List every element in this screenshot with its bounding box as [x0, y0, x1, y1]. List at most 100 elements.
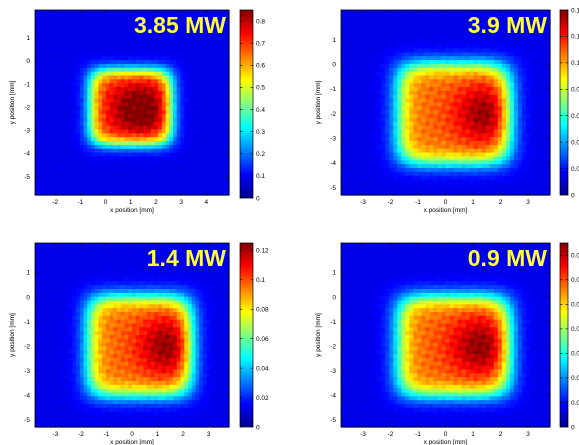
heatmap-cell [441, 56, 447, 61]
heatmap-cell [457, 67, 463, 73]
heatmap-cell [405, 40, 410, 46]
heatmap-cell [113, 133, 118, 138]
heatmap-cell [68, 83, 73, 88]
heatmap-cell [146, 102, 152, 107]
heatmap-cell [425, 56, 431, 61]
heatmap-cell [154, 90, 159, 96]
heatmap-cell [210, 175, 215, 181]
heatmap-cell [433, 71, 439, 77]
heatmap-cell [53, 87, 58, 92]
heatmap-cell [421, 175, 426, 181]
heatmap-cell [202, 98, 208, 104]
heatmap-cell [521, 33, 527, 38]
heatmap-cell [113, 141, 118, 146]
heatmap-cell [184, 117, 189, 123]
heatmap-cell [489, 83, 495, 88]
heatmap-cell [489, 137, 495, 142]
heatmap-cell [437, 148, 443, 154]
heatmap-cell [72, 125, 77, 131]
heatmap-cell [521, 44, 527, 50]
heatmap-cell [545, 83, 551, 88]
heatmap-cell [214, 125, 219, 131]
heatmap-cell [345, 10, 350, 15]
heatmap-cell [421, 171, 426, 177]
heatmap-cell [132, 79, 137, 84]
heatmap-cell [225, 125, 230, 131]
heatmap-cell [425, 17, 431, 23]
heatmap-cell [489, 160, 495, 165]
heatmap-cell [429, 137, 435, 142]
heatmap-cell [393, 121, 398, 127]
heatmap-cell [369, 25, 374, 30]
heatmap-cell [139, 36, 144, 42]
heatmap-cell [421, 25, 426, 30]
heatmap-cell [161, 191, 167, 196]
heatmap-cell [365, 164, 370, 169]
heatmap-cell [154, 60, 159, 65]
heatmap-cell [345, 60, 350, 65]
heatmap-cell [397, 48, 402, 53]
heatmap-cell [493, 164, 499, 169]
heatmap-cell [217, 121, 223, 127]
heatmap-cell [79, 117, 85, 123]
heatmap-cell [79, 102, 85, 107]
heatmap-cell [38, 83, 44, 88]
heatmap-cell [437, 133, 443, 138]
heatmap-cell [381, 171, 386, 177]
heatmap-cell [120, 71, 126, 77]
heatmap-cell [206, 133, 211, 138]
heatmap-cell [176, 148, 182, 154]
heatmap-cell [365, 187, 370, 192]
heatmap-cell [505, 90, 511, 96]
heatmap-cell [469, 60, 475, 65]
heatmap-cell [128, 21, 133, 27]
heatmap-cell [533, 125, 539, 131]
heatmap-cell [146, 175, 152, 181]
heatmap-cell [509, 44, 515, 50]
heatmap-cell [42, 29, 47, 34]
heatmap-cell [94, 179, 100, 185]
heatmap-cell [413, 114, 418, 119]
heatmap-cell [365, 40, 370, 46]
heatmap-cell [385, 171, 390, 177]
heatmap-cell [445, 137, 451, 142]
heatmap-cell [165, 183, 170, 188]
heatmap-cell [401, 133, 406, 138]
heatmap-cell [541, 117, 547, 123]
heatmap-cell [469, 79, 475, 84]
heatmap-cell [76, 67, 81, 73]
heatmap-cell [449, 17, 455, 23]
heatmap-cell [401, 152, 406, 158]
heatmap-cell [385, 137, 390, 142]
heatmap-cell [461, 17, 467, 23]
heatmap-cell [457, 75, 463, 80]
heatmap-cell [202, 29, 208, 34]
heatmap-cell [46, 110, 51, 115]
heatmap-cell [457, 63, 463, 69]
heatmap-cell [217, 17, 223, 23]
heatmap-cell [469, 21, 475, 27]
heatmap-cell [169, 175, 174, 181]
heatmap-cell [165, 90, 170, 96]
heatmap-cell [373, 83, 378, 88]
heatmap-cell [143, 79, 148, 84]
heatmap-cell [76, 17, 81, 23]
heatmap-cell [413, 117, 418, 123]
heatmap-cell [191, 75, 197, 80]
heatmap-cell [481, 60, 487, 65]
heatmap-cell [195, 117, 200, 123]
heatmap-cell [433, 121, 439, 127]
heatmap-cell [545, 137, 551, 142]
heatmap-cell [199, 102, 204, 107]
heatmap-cell [68, 56, 73, 61]
heatmap-cell [457, 98, 463, 104]
heatmap-cell [217, 29, 223, 34]
heatmap-cell [405, 36, 410, 42]
heatmap-cell [513, 36, 519, 42]
heatmap-cell [425, 60, 431, 65]
heatmap-cell [83, 40, 88, 46]
heatmap-cell [465, 75, 471, 80]
heatmap-cell [199, 67, 204, 73]
heatmap-cell [76, 56, 81, 61]
heatmap-cell [377, 44, 382, 50]
